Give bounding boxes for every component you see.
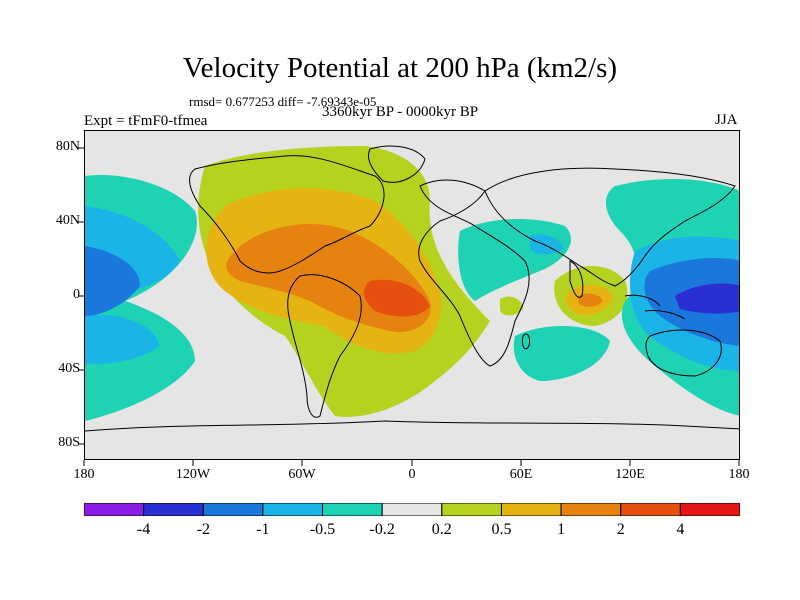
stats-label: rmsd= 0.677253 diff= -7.69343e-05 [189,94,377,109]
lon-label-60w: 60W [288,467,316,482]
colorbar-swatch [202,503,264,516]
contour-neg-southindian [513,325,610,381]
colorbar-label: 2 [616,521,625,538]
season-label: JJA [715,112,738,128]
colorbar-swatch [560,503,622,516]
contour-pos-atlantic-2 [363,279,430,317]
period-label: 3360kyr BP - 0000kyr BP [322,104,479,120]
map-title: Velocity Potential at 200 hPa (km2/s) [182,52,618,84]
map-svg [85,145,739,432]
colorbar-label: 4 [676,521,685,538]
lat-label-0: 0 [73,287,80,302]
colorbar-label: 0.5 [491,521,512,538]
contour-pos-africa-small [500,296,523,316]
colorbar-swatch [441,503,502,516]
lon-label-180w: 180 [73,467,95,482]
colorbar-swatch [381,503,443,516]
lon-label-60e: 60E [509,467,533,482]
colorbar-swatch [84,503,145,516]
coastlines [85,145,739,432]
lat-label-80s: 80S [58,435,80,450]
lon-label-180e: 180 [728,467,750,482]
lon-label-120w: 120W [175,467,211,482]
colorbar-swatch [620,503,681,516]
colorbar-label: -0.5 [309,521,336,538]
colorbar-label: -0.2 [369,521,395,538]
colorbar-label: 0.2 [431,521,452,538]
colorbar-swatch [143,503,204,516]
contour-neg-eastpac-inner [85,246,140,316]
colorbar-swatch [322,503,383,516]
colorbar-label: -4 [136,521,151,538]
contour-neg-africa-inner [530,234,563,255]
lat-label-40n: 40N [55,213,80,228]
colorbar-swatch [679,503,740,516]
contour-neg-westpac-core [675,283,739,314]
lon-label-120e: 120E [615,467,645,482]
colorbar [84,503,740,516]
colorbar-swatch [500,503,562,516]
lat-label-40s: 40S [58,361,80,376]
colorbar-label: -1 [256,521,270,538]
colorbar-swatch [262,503,324,516]
axis-ticks [78,147,740,466]
colorbar-label: 1 [557,521,566,538]
lon-label-0: 0 [408,467,416,482]
contour-pos-indian-core [578,293,603,307]
lat-label-80n: 80N [55,139,80,154]
map-plot [84,130,740,460]
colorbar-label: -2 [196,521,210,538]
experiment-label: Expt = tFmF0-tfmea [84,113,208,129]
